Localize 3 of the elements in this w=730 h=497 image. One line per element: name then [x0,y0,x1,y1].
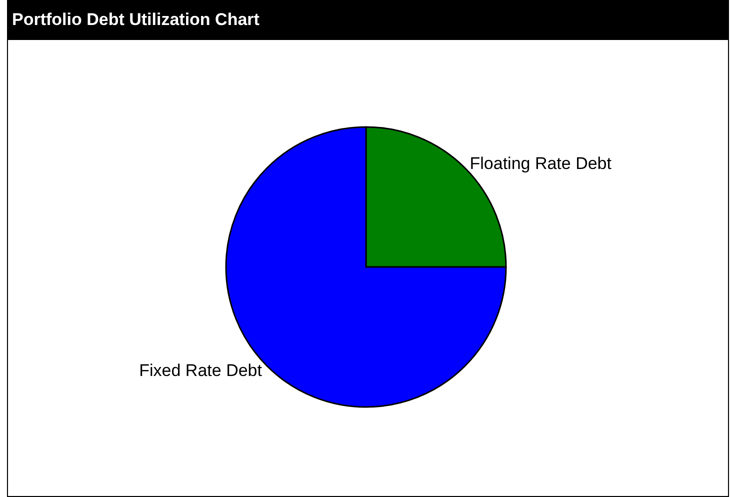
slice-label: Floating Rate Debt [470,154,612,173]
chart-title: Portfolio Debt Utilization Chart [8,0,728,40]
slice-label: Fixed Rate Debt [139,361,262,380]
